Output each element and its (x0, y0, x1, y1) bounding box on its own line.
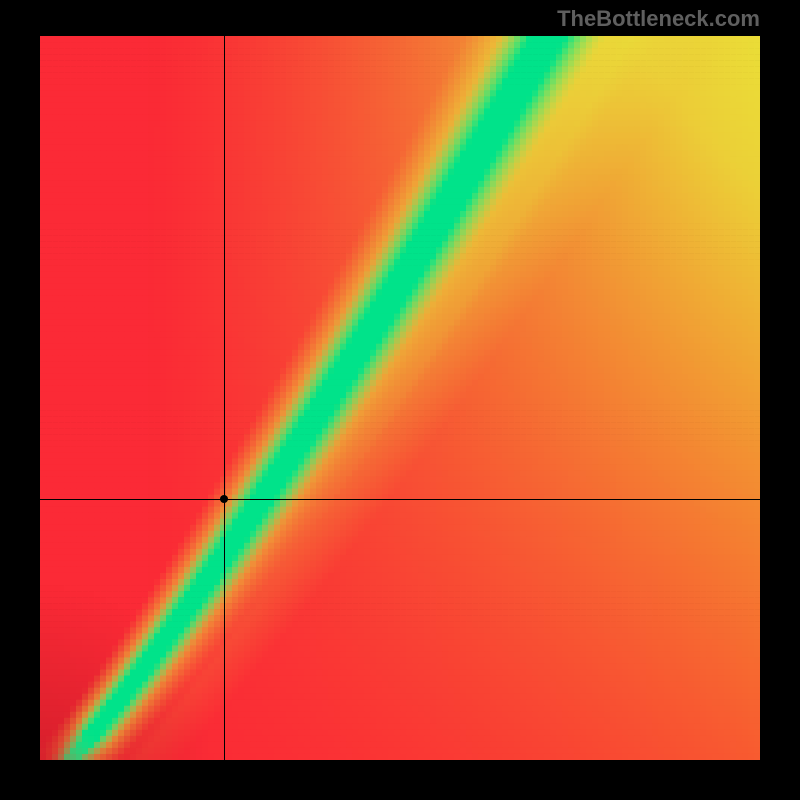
image-root: TheBottleneck.com (0, 0, 800, 800)
crosshair-horizontal (40, 499, 760, 500)
heatmap-canvas (40, 36, 760, 760)
heatmap-plot (40, 36, 760, 760)
crosshair-vertical (224, 36, 225, 760)
marker-dot (220, 495, 228, 503)
watermark-text: TheBottleneck.com (557, 6, 760, 32)
